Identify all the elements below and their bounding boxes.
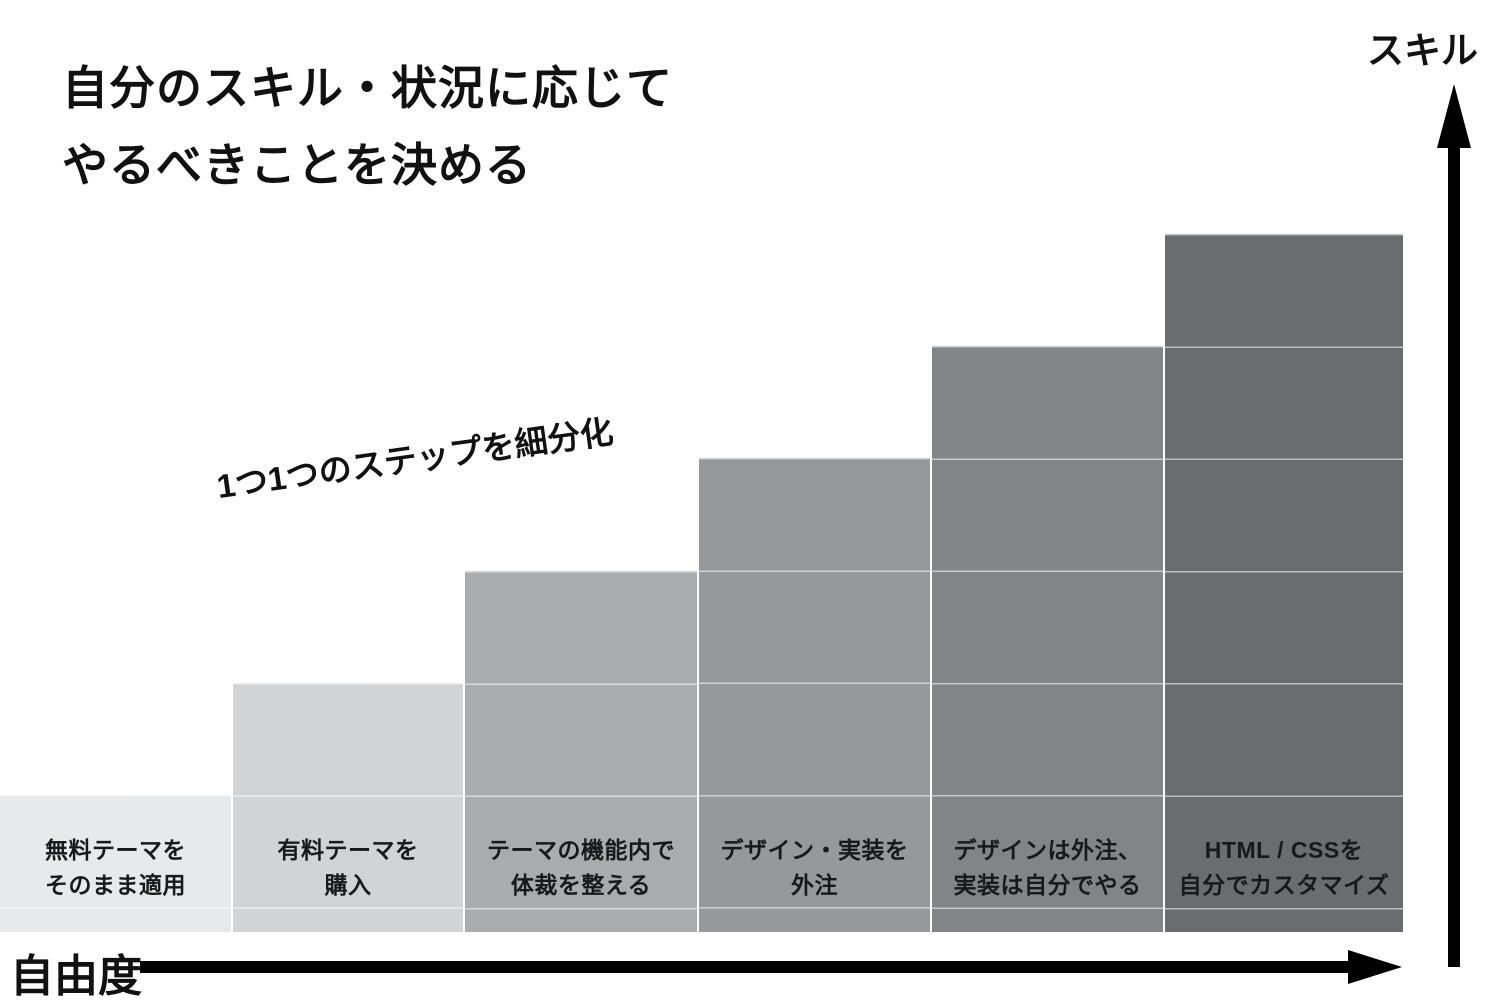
step-bar-custom-html-css: HTML / CSSを 自分でカスタマイズ	[1165, 234, 1403, 932]
step-bars: 無料テーマを そのまま適用 有料テーマを 購入 テーマの機能内で 体裁を整える …	[0, 232, 1500, 932]
step-bar-outsource-design-only: デザインは外注、 実装は自分でやる	[932, 346, 1163, 932]
step-bar-theme-functions: テーマの機能内で 体裁を整える	[465, 571, 697, 932]
step-label-line: 無料テーマを	[45, 837, 186, 863]
step-label-outsource-design-only: デザインは外注、 実装は自分でやる	[932, 833, 1163, 902]
step-bar-free-theme: 無料テーマを そのまま適用	[0, 795, 231, 932]
skill-axis-label: スキル	[1367, 30, 1478, 71]
step-label-line: 体裁を整える	[510, 871, 652, 898]
step-label-line: 実装は自分でやる	[953, 871, 1142, 898]
step-label-theme-functions: テーマの機能内で 体裁を整える	[465, 833, 697, 902]
page-title-line1: 自分のスキル・状況に応じて	[62, 62, 673, 114]
page-title-line2: やるべきことを決める	[62, 139, 532, 192]
step-label-line: デザインは外注、	[953, 837, 1142, 863]
step-label-line: デザイン・実装を	[720, 837, 909, 863]
x-axis-arrowhead-icon	[1348, 950, 1402, 984]
step-label-line: 有料テーマを	[277, 837, 419, 863]
step-bar-paid-theme: 有料テーマを 購入	[233, 683, 463, 932]
step-label-line: テーマの機能内で	[487, 837, 675, 863]
step-label-free-theme: 無料テーマを そのまま適用	[0, 833, 231, 902]
step-label-line: 購入	[324, 871, 372, 898]
step-bar-outsource-design-impl: デザイン・実装を 外注	[699, 458, 930, 932]
step-label-line: 自分でカスタマイズ	[1178, 871, 1390, 898]
page-title: 自分のスキル・状況に応じて やるべきことを決める	[62, 50, 673, 205]
step-label-outsource-design-impl: デザイン・実装を 外注	[699, 833, 930, 902]
step-label-paid-theme: 有料テーマを 購入	[233, 833, 463, 902]
step-label-line: HTML / CSSを	[1204, 837, 1364, 863]
step-label-custom-html-css: HTML / CSSを 自分でカスタマイズ	[1165, 833, 1403, 902]
y-axis-arrowhead-icon	[1437, 84, 1471, 148]
freedom-axis-label: 自由度	[10, 952, 142, 1000]
step-label-line: そのまま適用	[45, 871, 186, 898]
step-label-line: 外注	[791, 871, 838, 898]
